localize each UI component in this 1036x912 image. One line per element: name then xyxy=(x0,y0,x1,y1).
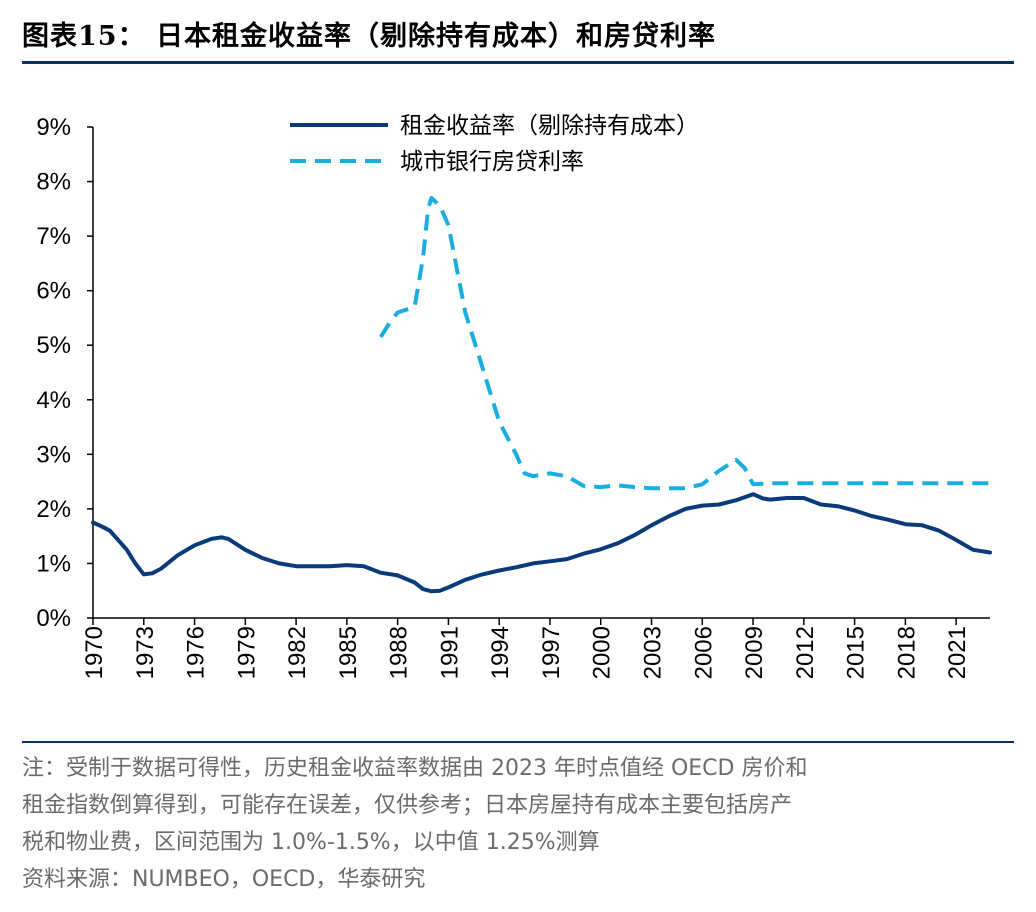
x-tick-label: 1997 xyxy=(538,626,565,679)
x-tick-label: 2012 xyxy=(792,626,819,679)
y-tick-label: 0% xyxy=(36,605,71,632)
x-tick-label: 2015 xyxy=(843,626,870,679)
x-tick-label: 1982 xyxy=(284,626,311,679)
legend-label: 租金收益率（剔除持有成本） xyxy=(400,113,699,139)
y-tick-label: 8% xyxy=(36,169,71,196)
note-line: 租金指数倒算得到，可能存在误差，仅供参考；日本房屋持有成本主要包括房产 xyxy=(22,793,793,818)
y-tick-label: 1% xyxy=(36,550,71,577)
x-axis-ticks: 1970 1973 1976 1979 1982 1985 1988 1991 1994 1997… xyxy=(81,618,971,679)
x-tick-label: 1976 xyxy=(183,626,210,679)
series-line-1 xyxy=(91,492,992,594)
note-line: 注：受制于数据可得性，历史租金收益率数据由 2023 年时点值经 OECD 房价… xyxy=(22,756,808,781)
x-tick-label: 1988 xyxy=(386,626,413,679)
x-tick-label: 1979 xyxy=(233,626,260,679)
y-tick-label: 3% xyxy=(36,441,71,468)
y-tick-label: 2% xyxy=(36,496,71,523)
y-tick-label: 6% xyxy=(36,278,71,305)
x-tick-label: 2003 xyxy=(640,626,667,679)
series-group xyxy=(91,195,992,594)
x-tick-label: 2018 xyxy=(893,626,920,679)
x-tick-label: 1994 xyxy=(487,626,514,679)
y-tick-label: 7% xyxy=(36,223,71,250)
legend-label: 城市银行房贷利率 xyxy=(400,149,584,175)
x-tick-label: 1973 xyxy=(132,626,159,679)
figure-title: 图表15： 日本租金收益率（剔除持有成本）和房贷利率 xyxy=(22,21,716,52)
x-tick-label: 1991 xyxy=(436,626,463,679)
series-line-2 xyxy=(379,195,990,491)
y-tick-label: 5% xyxy=(36,332,71,359)
x-tick-label: 1985 xyxy=(335,626,362,679)
source-line: 资料来源：NUMBEO，OECD，华泰研究 xyxy=(22,867,426,892)
x-tick-label: 2009 xyxy=(741,626,768,679)
title-divider xyxy=(22,61,1014,64)
legend: 租金收益率（剔除持有成本） 城市银行房贷利率 xyxy=(290,113,699,175)
y-axis-ticks: 0% 1% 2% 3% 4% 5% 6% 7% 8% 9% xyxy=(36,114,93,632)
notes-divider xyxy=(22,741,1014,743)
x-tick-label: 1970 xyxy=(81,626,108,679)
y-tick-label: 4% xyxy=(36,387,71,414)
line-chart: 0% 1% 2% 3% 4% 5% 6% 7% 8% 9% 1970 1973 1976 1979 198… xyxy=(36,113,992,679)
notes-block: 注：受制于数据可得性，历史租金收益率数据由 2023 年时点值经 OECD 房价… xyxy=(22,750,1022,898)
x-tick-label: 2006 xyxy=(690,626,717,679)
x-tick-label: 2021 xyxy=(944,626,971,679)
x-tick-label: 2000 xyxy=(589,626,616,679)
y-tick-label: 9% xyxy=(36,114,71,141)
note-line: 税和物业费，区间范围为 1.0%-1.5%，以中值 1.25%测算 xyxy=(22,830,600,855)
